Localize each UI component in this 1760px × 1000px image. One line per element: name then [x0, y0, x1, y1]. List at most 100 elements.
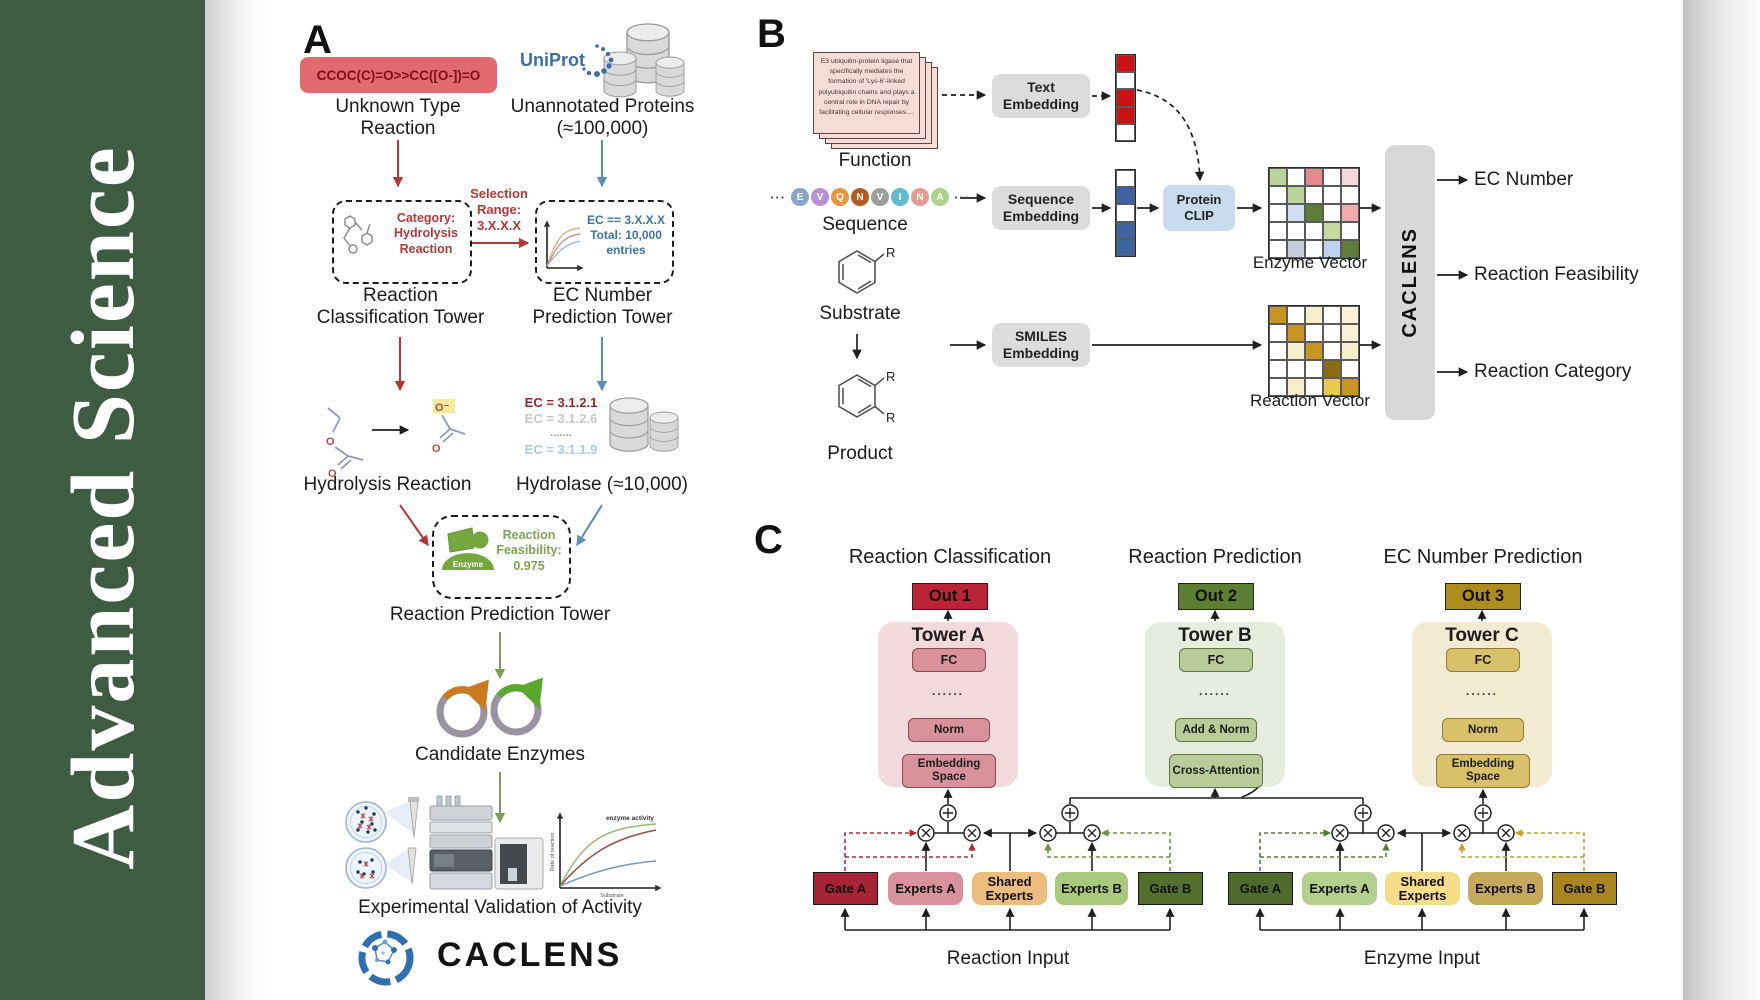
norm-layer: Norm [908, 718, 990, 742]
plot-xlabel: Substrate [600, 893, 624, 899]
vector-cell [1341, 186, 1359, 204]
residue-circle: V [811, 188, 829, 206]
norm-layer: Norm [1442, 718, 1524, 742]
hydrolase-label: Hydrolase (≈10,000) [515, 474, 688, 495]
shared-experts-reaction: Shared Experts [972, 872, 1047, 905]
oxygen-atom: O [326, 436, 335, 448]
shared-experts-enzyme: Shared Experts [1385, 872, 1460, 905]
panel-a-label: A [303, 18, 332, 62]
vector-cell [1116, 89, 1135, 107]
classification-tower-label: Reaction Classification Tower [316, 285, 485, 329]
embedding-space-layer: Embedding Space [1436, 754, 1530, 788]
fc-layer: FC [1179, 648, 1253, 672]
layer-ellipsis: ...... [1465, 684, 1498, 698]
feasibility-text: Reaction Feasibility: 0.975 [496, 528, 562, 573]
caclens-model-block: CACLENS [1385, 145, 1435, 420]
oxygen-atom: O [432, 443, 441, 455]
database-icon [609, 397, 649, 452]
enzyme-input-label: Enzyme Input [1363, 948, 1481, 969]
vector-cell [1269, 186, 1287, 204]
smiles-embedding-box: SMILES Embedding [992, 323, 1090, 367]
vector-cell [1305, 186, 1323, 204]
ec-prediction-dashed-box [535, 200, 674, 284]
reaction-input-label: Reaction Input [946, 948, 1070, 969]
tower-b-title: Tower B [1178, 625, 1252, 646]
experts-b-enzyme: Experts B [1468, 872, 1543, 905]
vector-cell [1287, 324, 1305, 342]
hplc-instrument-icon [429, 795, 544, 890]
uniprot-dots-icon [582, 44, 614, 77]
vector-cell [1287, 342, 1305, 360]
vector-cell [1116, 204, 1135, 222]
vector-cell [1287, 378, 1305, 396]
vector-cell [1269, 222, 1287, 240]
vector-cell [1287, 222, 1305, 240]
sequence-label: Sequence [822, 214, 908, 235]
residue-circle: V [871, 188, 889, 206]
fc-layer: FC [1446, 648, 1520, 672]
gate-a-reaction: Gate A [813, 872, 878, 905]
output-reaction-category: Reaction Category [1474, 361, 1632, 382]
vector-cell [1287, 204, 1305, 222]
plot-annotation: enzyme activity [606, 815, 654, 822]
experts-b-reaction: Experts B [1055, 872, 1128, 905]
function-card-text: E3 ubiquitin-protein ligase that specifi… [818, 58, 915, 116]
plasmid-icons [436, 677, 543, 738]
add-norm-layer: Add & Norm [1175, 718, 1257, 742]
plot-ylabel: Rate of reaction [550, 833, 556, 872]
vector-cell [1323, 378, 1341, 396]
protein-clip-box: Protein CLIP [1163, 185, 1235, 231]
embedding-space-layer: Embedding Space [902, 754, 996, 788]
sample-prep-icon [345, 797, 419, 889]
page-right-shadow [1683, 0, 1760, 1000]
multiply-operator-icon [1497, 824, 1515, 842]
vector-cell [1341, 168, 1359, 186]
vector-cell [1305, 306, 1323, 324]
ec-number-list: EC = 3.1.2.1 EC = 3.1.2.6 ....... EC = 3… [516, 395, 606, 457]
multiply-operator-icon [1331, 824, 1349, 842]
petri-specks [356, 806, 377, 879]
vector-cell [1323, 204, 1341, 222]
ec-box-text: EC == 3.X.X.X Total: 10,000 entries [584, 213, 668, 258]
ec-item-ellipsis: ....... [550, 427, 572, 439]
tower-a: Tower A FC ...... Norm Embedding Space [878, 622, 1018, 788]
vector-cell [1341, 306, 1359, 324]
ec-item: EC = 3.1.2.6 [524, 410, 598, 426]
caclens-wordmark: CACLENS [437, 936, 623, 974]
prediction-tower-label: Reaction Prediction Tower [389, 604, 611, 625]
tower-a-title: Tower A [911, 625, 985, 646]
fc-layer: FC [912, 648, 986, 672]
panel-c-label: C [754, 518, 783, 562]
vector-cell [1116, 238, 1135, 256]
heading-ec-number-prediction: EC Number Prediction [1383, 546, 1583, 568]
gate-b-enzyme: Gate B [1552, 872, 1617, 905]
vector-cell [1305, 342, 1323, 360]
acetate-structure: O⁻ O [432, 399, 466, 455]
page-left-shadow [205, 0, 267, 1000]
vector-cell [1341, 342, 1359, 360]
unannotated-proteins-label: Unannotated Proteins (≈100,000) [510, 96, 695, 140]
classification-dashed-box [332, 200, 472, 284]
tower-b: Tower B FC ...... Add & Norm Cross-Atten… [1145, 622, 1285, 788]
vector-cell [1341, 204, 1359, 222]
substrate-structure: R [838, 245, 895, 294]
uniprot-logo: UniProt [520, 50, 585, 70]
sigmoid-plot-icon [543, 220, 584, 272]
gate-a-enzyme: Gate A [1228, 872, 1293, 905]
product-label: Product [827, 443, 893, 464]
residue-circle: N [851, 188, 869, 206]
residue-circle: N [911, 188, 929, 206]
r-group-label: R [886, 410, 895, 425]
ec-tower-label: EC Number Prediction Tower [532, 285, 673, 329]
vector-cell [1323, 306, 1341, 324]
vector-cell [1305, 222, 1323, 240]
residue-circle: Q [831, 188, 849, 206]
multiply-operator-icon [1377, 824, 1395, 842]
tower-c: Tower C FC ...... Norm Embedding Space [1412, 622, 1552, 788]
vector-cell [1287, 240, 1305, 258]
database-icon [655, 56, 685, 97]
unknown-reaction-label: Unknown Type Reaction [335, 96, 461, 140]
vector-cell [1116, 72, 1135, 90]
vector-cell [1269, 360, 1287, 378]
vector-cell [1341, 360, 1359, 378]
